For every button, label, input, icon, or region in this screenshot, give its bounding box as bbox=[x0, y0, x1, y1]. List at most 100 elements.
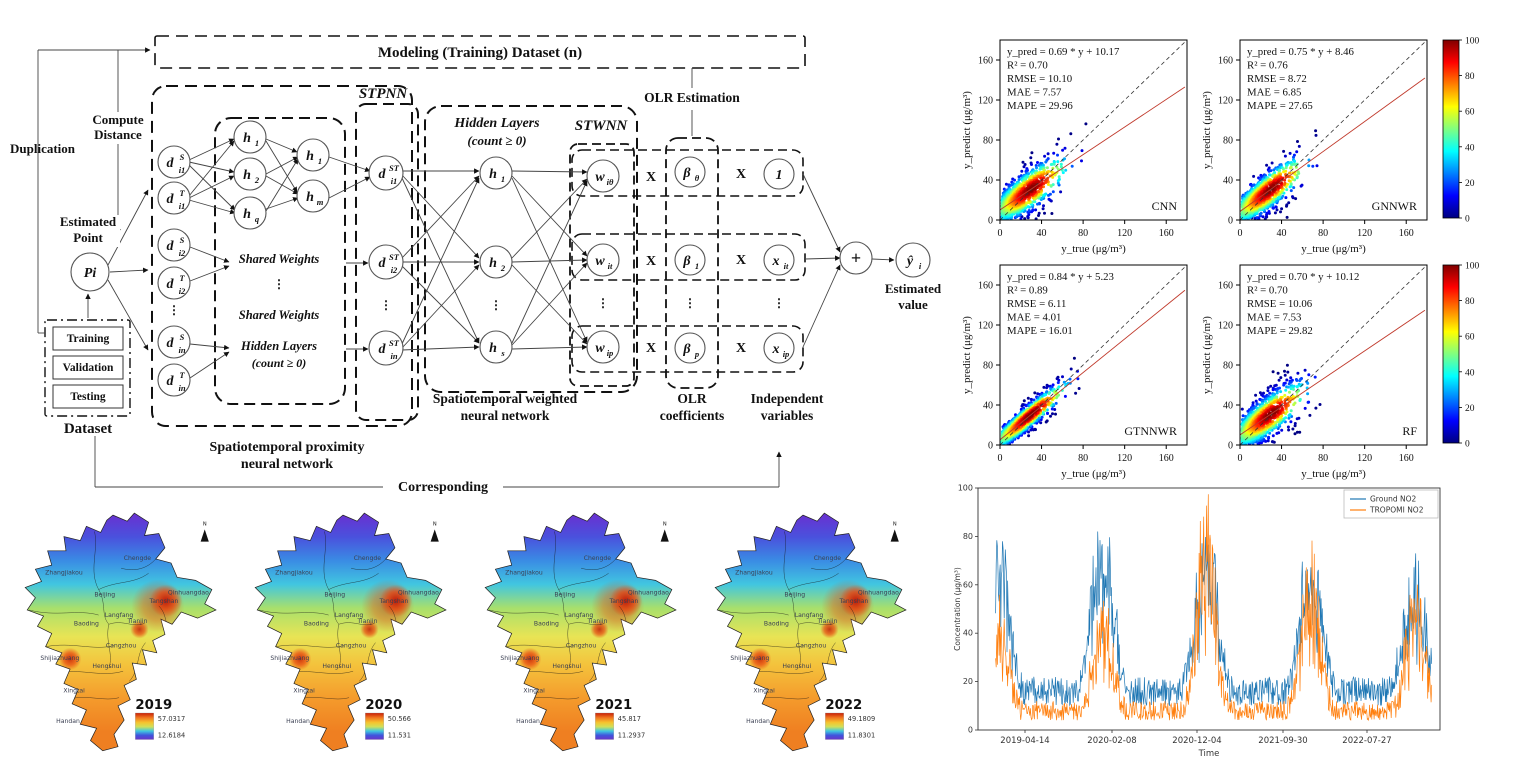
x-tick-label: 120 bbox=[1117, 453, 1132, 464]
dots: ⋮ bbox=[597, 296, 609, 310]
independent-variables-caption: variables bbox=[761, 408, 814, 423]
city-label-hengshui: Hengshui bbox=[322, 663, 351, 670]
scatter-plot-gtnnwr: 00 40 40 80 80 120 120 160 160 y_true (μg/m³) y_pr… bbox=[961, 264, 1188, 480]
label-bg bbox=[86, 112, 150, 144]
connector-line bbox=[511, 344, 588, 350]
legend-min-value: 12.6184 bbox=[158, 731, 185, 739]
stats-line: MAE = 7.53 bbox=[1247, 312, 1301, 324]
x-tick-label: 40 bbox=[1037, 228, 1047, 239]
y-tick-label: 80 bbox=[963, 532, 973, 541]
x-tick-label: 2020-12-04 bbox=[1172, 736, 1221, 746]
connector-line bbox=[804, 255, 841, 261]
modeling-dataset-box bbox=[154, 35, 806, 69]
term-row-2-box bbox=[571, 233, 806, 281]
node-label: d bbox=[167, 277, 175, 292]
connector-line bbox=[188, 138, 235, 161]
stats-line: MAPE = 29.82 bbox=[1247, 325, 1313, 337]
node-label: w bbox=[595, 254, 605, 269]
y-tick-label: 100 bbox=[958, 484, 973, 493]
y-tick-label: 0 bbox=[988, 441, 993, 452]
city-label-beijing: Beijing bbox=[554, 592, 575, 599]
city-label-zhangjiakou: Zhangjiakou bbox=[505, 569, 543, 576]
x-tick-label: 2019-04-14 bbox=[1000, 736, 1049, 746]
node-label: x bbox=[772, 254, 780, 269]
node-sup: ST bbox=[389, 163, 400, 173]
node-dt1: d Ti1 bbox=[157, 181, 191, 215]
estimated-value-label: value bbox=[898, 297, 928, 312]
y-axis-label: y_predict (μg/m³) bbox=[961, 91, 973, 169]
city-label-tangshan: Tangshan bbox=[838, 598, 868, 605]
city-label-langfang: Langfang bbox=[795, 612, 824, 619]
model-name-label: CNN bbox=[1152, 199, 1178, 213]
y-tick-label: 40 bbox=[983, 401, 993, 412]
label-bg bbox=[56, 215, 120, 247]
training-box bbox=[52, 326, 124, 351]
node-label: h bbox=[306, 190, 314, 205]
stats-line: MAE = 6.85 bbox=[1247, 87, 1301, 99]
node-label: Pi bbox=[84, 266, 97, 281]
identity-line bbox=[1239, 266, 1426, 446]
validation-label: Validation bbox=[63, 362, 114, 374]
connector-line bbox=[265, 197, 299, 210]
city-label-xingtai: Xingtai bbox=[753, 688, 775, 695]
swnn-caption: Spatiotemporal weighted bbox=[433, 391, 578, 406]
model-architecture-diagram: Modeling (Training) Dataset (n) Duplicat… bbox=[10, 35, 942, 495]
node-ds2: d Si2 bbox=[157, 228, 191, 262]
y-tick-label: 120 bbox=[978, 321, 993, 332]
node-sup: S bbox=[180, 235, 185, 245]
scatter-points bbox=[1000, 356, 1081, 446]
node-label: ŷ bbox=[905, 254, 914, 269]
city-label-handan: Handan bbox=[516, 718, 540, 725]
node-label: h bbox=[489, 167, 497, 182]
stats-line: R² = 0.89 bbox=[1007, 285, 1048, 297]
multiply-label: X bbox=[646, 341, 656, 356]
x-tick-label: 2022-07-27 bbox=[1342, 736, 1391, 746]
dots: ⋮ bbox=[490, 298, 502, 312]
scatter-points bbox=[1000, 122, 1088, 221]
node-sup: ST bbox=[389, 338, 400, 348]
connector-line bbox=[189, 351, 230, 379]
regression-line bbox=[1239, 77, 1426, 212]
x-tick-label: 120 bbox=[1117, 228, 1132, 239]
city-label-baoding: Baoding bbox=[764, 620, 789, 627]
validation-box bbox=[52, 355, 124, 380]
city-label-xingtai: Xingtai bbox=[523, 688, 545, 695]
stats-line: RMSE = 10.10 bbox=[1007, 73, 1072, 85]
node-label: d bbox=[167, 336, 175, 351]
stats-line: MAE = 4.01 bbox=[1007, 312, 1061, 324]
node-sub: 2 bbox=[254, 175, 260, 185]
dataset-box bbox=[44, 319, 131, 417]
scatter-plot-cnn: 00 40 40 80 80 120 120 160 160 y_true (μg/m³) y_pr… bbox=[961, 39, 1188, 255]
connector-line bbox=[401, 344, 480, 351]
olr-estimation-label: OLR Estimation bbox=[644, 90, 740, 105]
model-name-label: RF bbox=[1402, 424, 1417, 438]
node-label: β bbox=[682, 254, 691, 269]
y-tick-label: 80 bbox=[983, 136, 993, 147]
modeling-dataset-title: Modeling (Training) Dataset (n) bbox=[378, 45, 582, 61]
node-sub: i2 bbox=[179, 286, 186, 296]
swnn-caption: neural network bbox=[461, 408, 550, 423]
stpnn-outer-box bbox=[151, 85, 413, 427]
connector-line bbox=[511, 180, 588, 344]
node-sub: i1 bbox=[179, 165, 186, 175]
node-sub: s bbox=[500, 348, 505, 358]
city-label-shijiazhuang: Shijiazhuang bbox=[270, 655, 309, 662]
connector-line bbox=[265, 138, 298, 153]
regression-line bbox=[999, 289, 1186, 441]
node-plus: + bbox=[839, 241, 873, 275]
stats-line: RMSE = 8.72 bbox=[1247, 73, 1307, 85]
x-axis-label: Time bbox=[1198, 749, 1220, 759]
connector-line bbox=[401, 175, 480, 259]
north-arrow: N bbox=[890, 521, 899, 542]
connector-line bbox=[511, 177, 588, 343]
city-label-handan: Handan bbox=[56, 718, 80, 725]
node-sup: S bbox=[180, 152, 185, 162]
node-sup: S bbox=[180, 332, 185, 342]
x-axis-label: y_true (μg/m³) bbox=[1061, 468, 1126, 480]
dataset-label: Dataset bbox=[64, 421, 112, 437]
colorbar-tick-label: 60 bbox=[1465, 108, 1475, 118]
